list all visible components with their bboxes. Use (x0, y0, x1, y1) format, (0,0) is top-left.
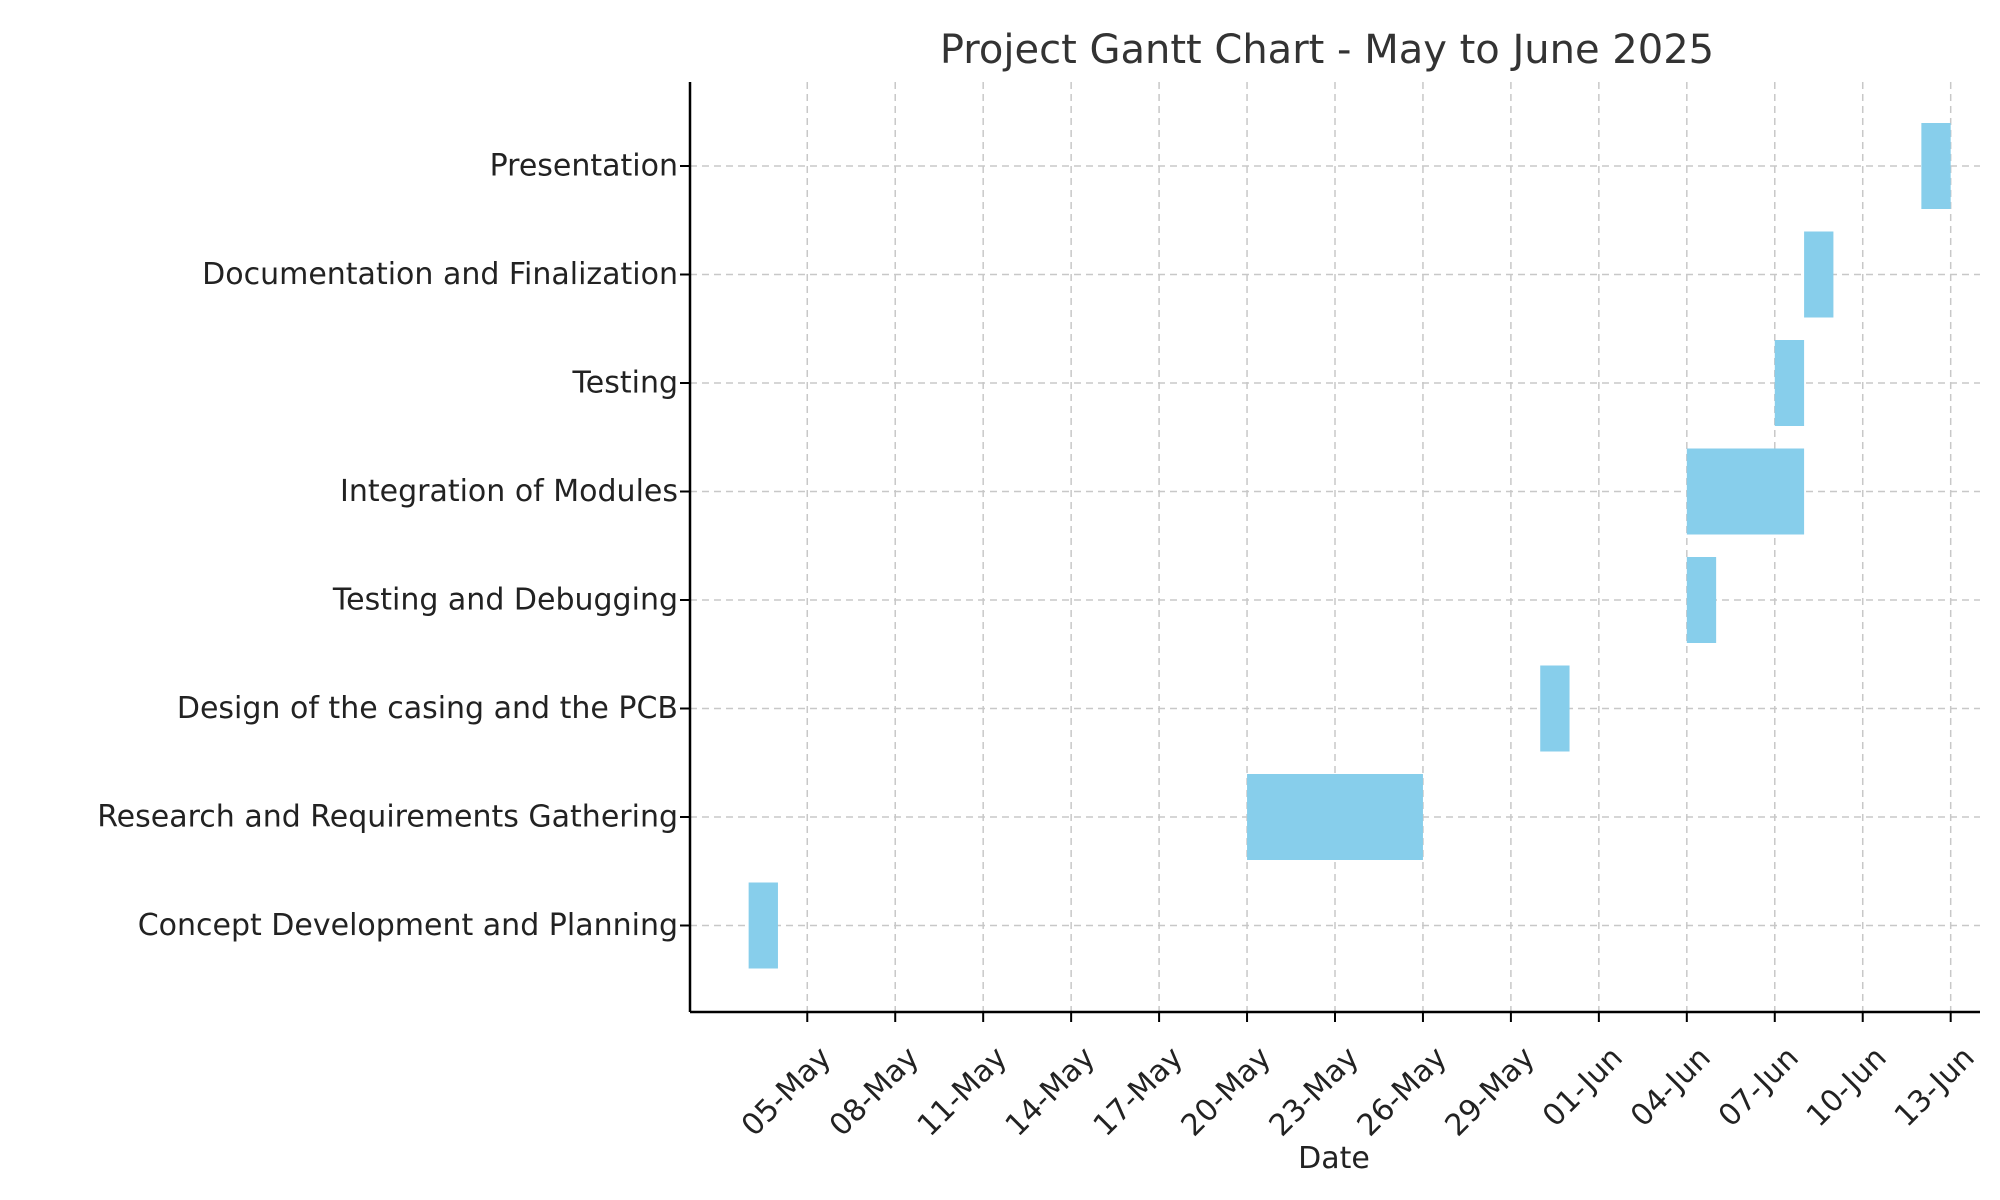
y-tick-label: Concept Development and Planning (138, 908, 678, 943)
chart-title: Project Gantt Chart - May to June 2025 (940, 27, 1714, 73)
task-bar (1686, 448, 1805, 535)
x-tick-label: 11-May (911, 1040, 1014, 1143)
x-tick-label: 07-Jun (1712, 1040, 1806, 1134)
x-tick-label: 01-Jun (1536, 1040, 1630, 1134)
task-bar (1247, 774, 1423, 860)
y-tick-labels: Concept Development and Planning Research… (97, 149, 690, 943)
x-tick-label: 23-May (1263, 1040, 1366, 1143)
x-axis-label: Date (1298, 1141, 1370, 1176)
x-tick-label: 26-May (1351, 1040, 1454, 1143)
x-tick-label: 13-Jun (1888, 1040, 1982, 1134)
y-tick-label: Integration of Modules (340, 474, 678, 509)
y-tick-label: Documentation and Finalization (202, 257, 678, 292)
task-bar (1774, 340, 1805, 426)
x-tick-label: 05-May (735, 1040, 838, 1143)
y-tick-label: Testing and Debugging (332, 583, 678, 618)
x-tick-labels: 05-May08-May11-May14-May17-May20-May23-M… (735, 1012, 1982, 1143)
task-bar (748, 882, 778, 969)
task-bar (1804, 231, 1834, 318)
y-tick-label: Design of the casing and the PCB (177, 691, 678, 726)
x-tick-label: 04-Jun (1624, 1040, 1718, 1134)
x-tick-label: 29-May (1439, 1040, 1542, 1143)
y-tick-label: Presentation (490, 149, 678, 184)
grid-lines (690, 82, 1980, 1012)
x-tick-label: 14-May (999, 1040, 1102, 1143)
x-tick-label: 10-Jun (1800, 1040, 1894, 1134)
y-tick-label: Research and Requirements Gathering (97, 800, 678, 835)
y-tick-label: Testing (572, 366, 678, 401)
task-bar (1686, 557, 1717, 643)
x-tick-label: 20-May (1175, 1040, 1278, 1143)
task-bars (748, 123, 1951, 969)
task-bar (1921, 123, 1951, 209)
x-tick-label: 08-May (823, 1040, 926, 1143)
x-tick-label: 17-May (1087, 1040, 1190, 1143)
task-bar (1540, 665, 1570, 752)
